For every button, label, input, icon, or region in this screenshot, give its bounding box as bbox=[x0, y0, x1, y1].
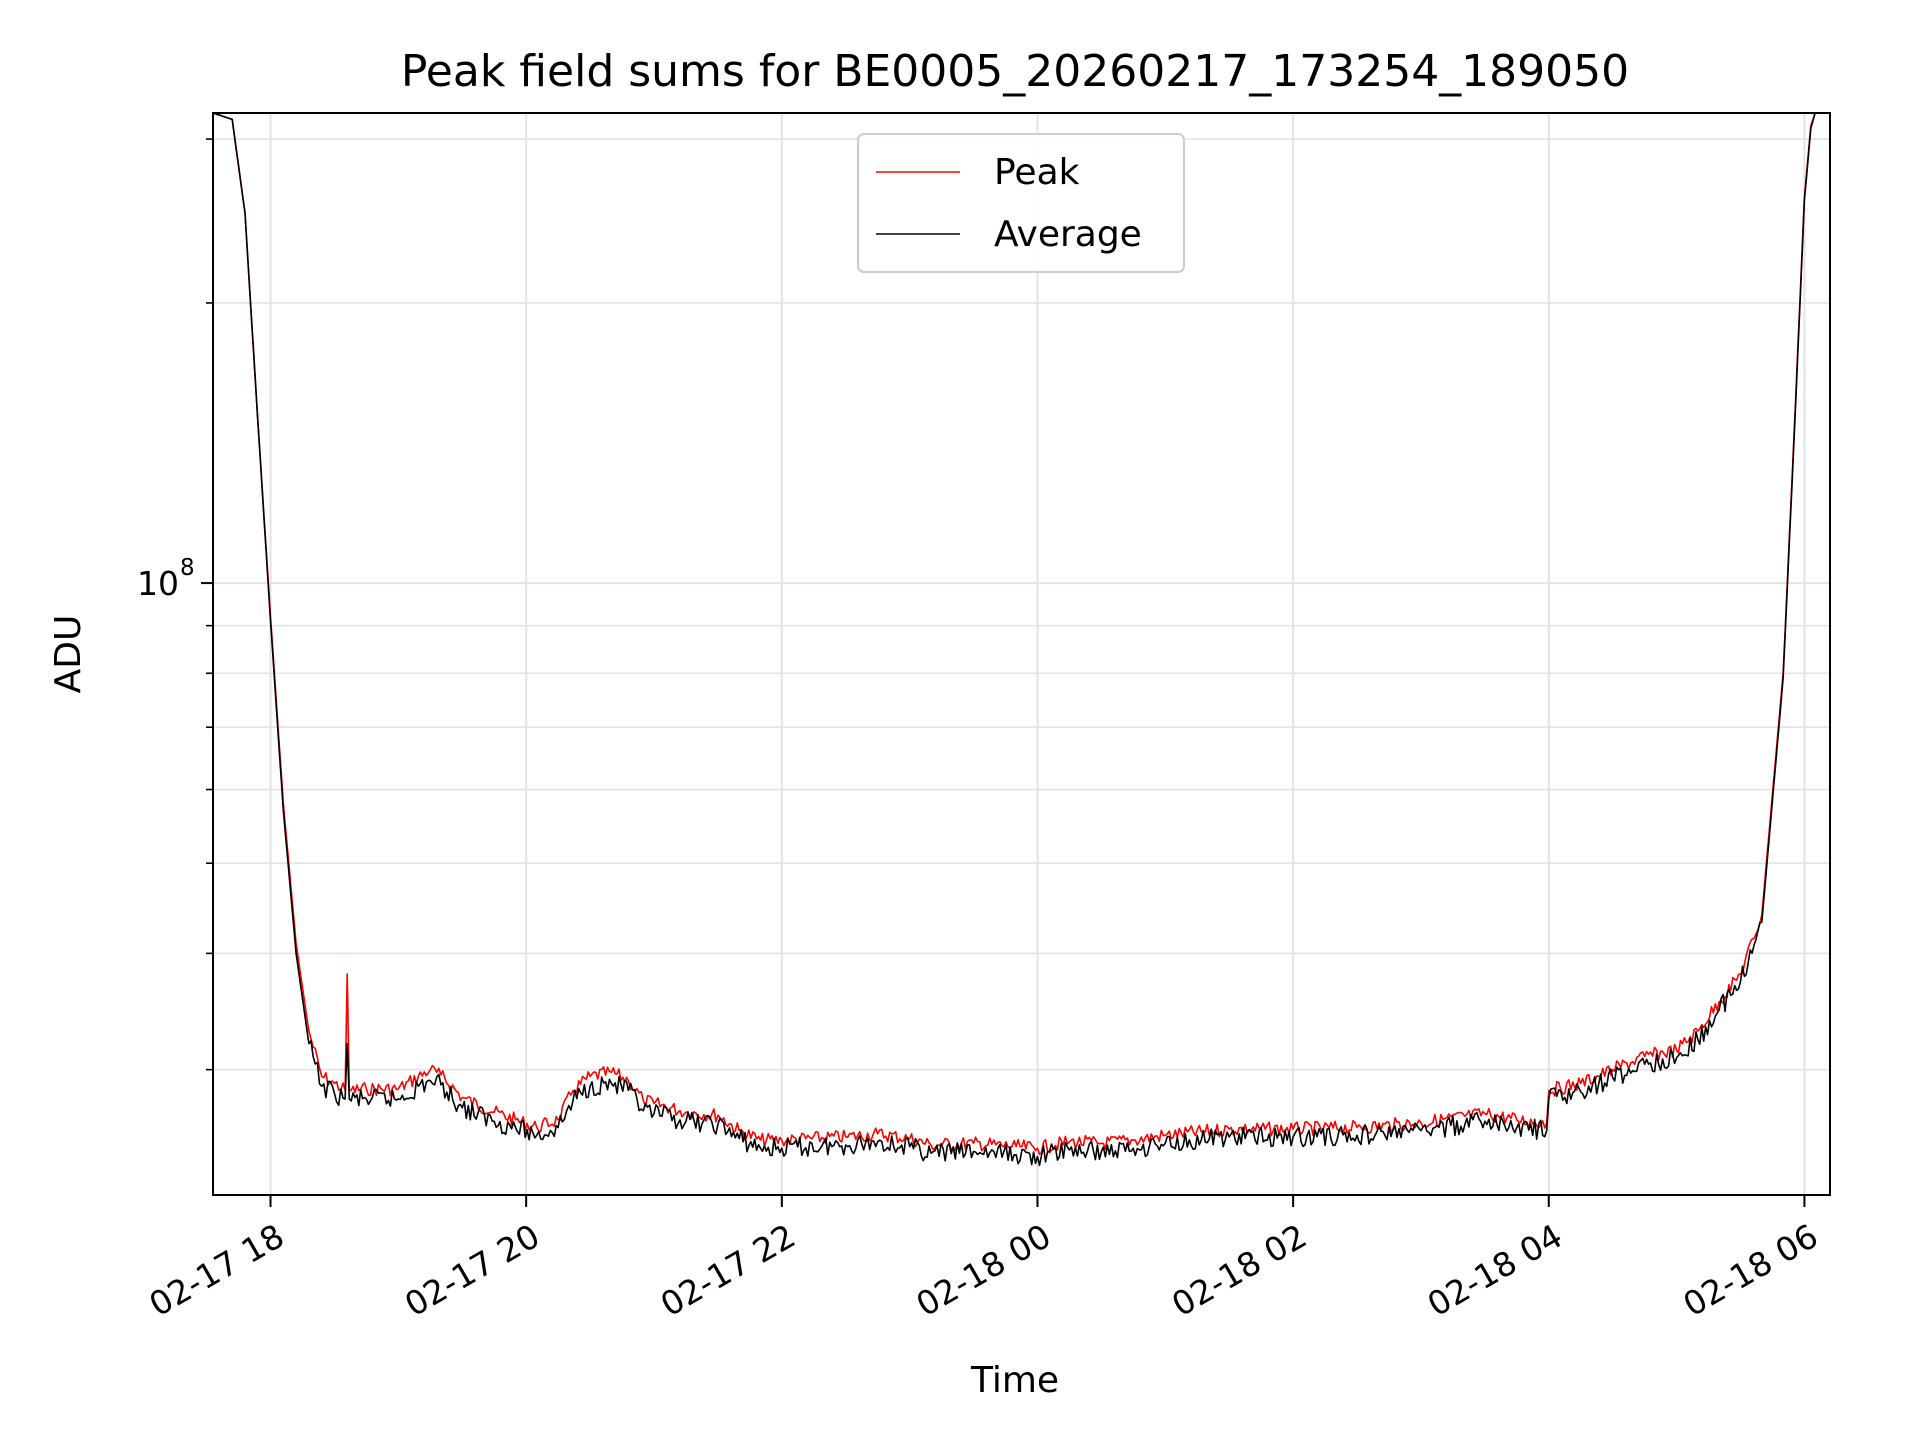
plot-frame bbox=[212, 112, 1831, 1196]
y-tick-label-major: 10 8 bbox=[137, 555, 195, 603]
legend-label-peak: Peak bbox=[994, 152, 1080, 193]
legend: Peak Average bbox=[857, 133, 1185, 273]
chart-title: Peak field sums for BE0005_20260217_1732… bbox=[401, 46, 1629, 97]
series-line-average bbox=[212, 112, 1816, 1167]
y-axis-label: ADU bbox=[48, 615, 89, 694]
plot-area bbox=[201, 112, 1831, 1207]
x-axis-label: Time bbox=[970, 1360, 1059, 1401]
legend-box bbox=[857, 133, 1185, 273]
y-tick-label-exponent: 8 bbox=[180, 555, 195, 581]
plot-background bbox=[213, 113, 1830, 1195]
series-lines bbox=[212, 112, 1816, 1167]
legend-label-average: Average bbox=[994, 214, 1142, 255]
y-tick-label-base: 10 bbox=[137, 564, 179, 603]
axis-ticks bbox=[201, 138, 1806, 1207]
series-line-peak bbox=[212, 112, 1816, 1156]
